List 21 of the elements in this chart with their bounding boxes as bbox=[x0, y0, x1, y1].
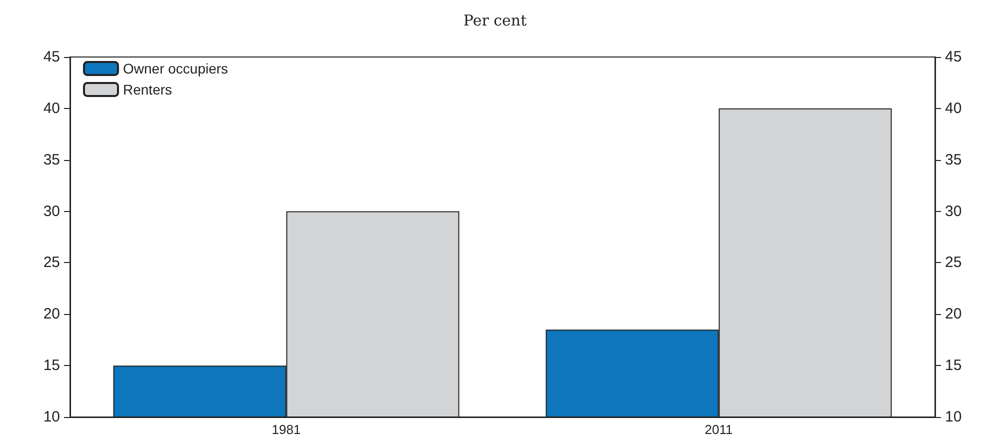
y-tick-label: 25 bbox=[43, 254, 60, 272]
y2-tick-label: 30 bbox=[945, 202, 962, 220]
x-tick-label: 2011 bbox=[704, 422, 733, 437]
y-tick-label: 15 bbox=[43, 357, 60, 374]
y2-tick-label: 15 bbox=[945, 357, 962, 374]
legend-label: Renters bbox=[123, 82, 172, 98]
y-tick-label: 10 bbox=[43, 408, 60, 426]
y-tick-label: 20 bbox=[43, 306, 60, 323]
y2-tick-label: 40 bbox=[945, 100, 962, 117]
y2-tick-label: 20 bbox=[945, 306, 962, 323]
y2-tick-label: 10 bbox=[945, 408, 962, 426]
legend-label: Owner occupiers bbox=[123, 60, 228, 76]
y2-tick-label: 25 bbox=[945, 254, 962, 272]
y2-tick-label: 35 bbox=[945, 151, 962, 168]
y-tick-label: 40 bbox=[43, 100, 60, 117]
y-tick-label: 45 bbox=[43, 48, 60, 66]
y-tick-label: 30 bbox=[43, 202, 60, 220]
y2-tick-label: 45 bbox=[945, 48, 962, 66]
x-tick-label: 1981 bbox=[272, 422, 301, 437]
chart-title: Per cent bbox=[463, 12, 527, 30]
y-tick-label: 35 bbox=[43, 151, 60, 168]
